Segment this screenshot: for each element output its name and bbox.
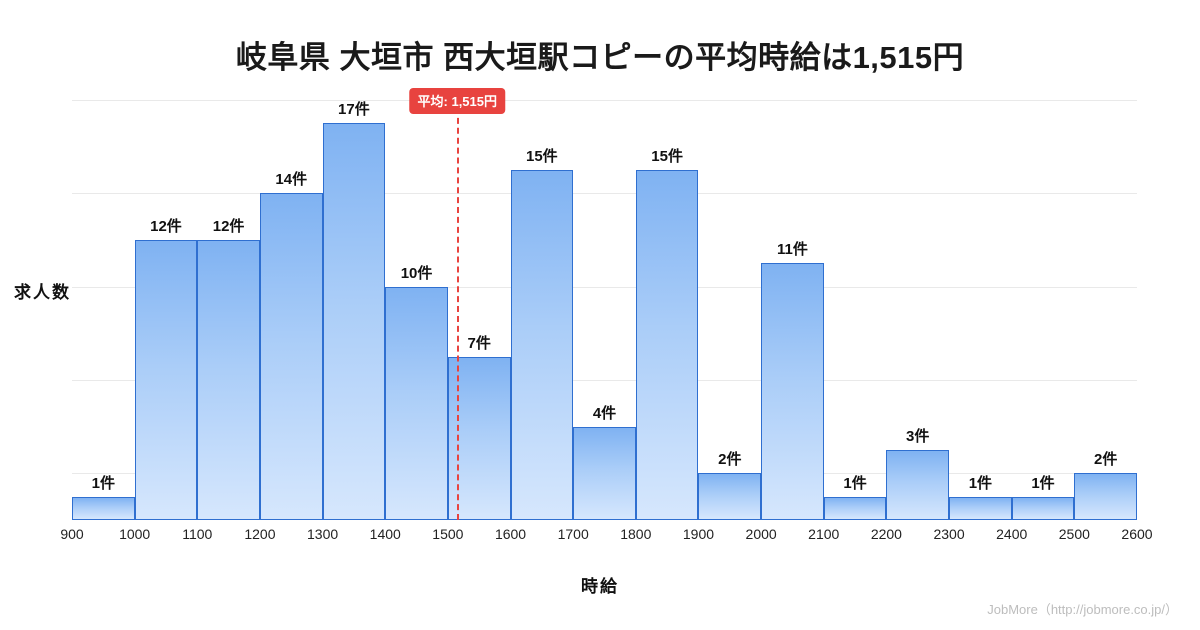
bar (949, 496, 1012, 520)
bar (134, 240, 198, 520)
x-tick-label: 2000 (745, 526, 777, 542)
bar-value-label: 2件 (718, 451, 742, 469)
x-tick-label: 2600 (1121, 526, 1153, 542)
bar (823, 496, 887, 520)
bar (510, 170, 574, 520)
bar (322, 123, 386, 520)
x-tick-label: 1800 (620, 526, 652, 542)
bar (385, 286, 448, 520)
bar-value-label: 1件 (968, 474, 993, 492)
x-tick-label: 1600 (494, 526, 527, 542)
average-line (457, 108, 460, 520)
bar-value-label: 3件 (906, 428, 930, 445)
gridline (72, 380, 1137, 381)
bar (573, 426, 636, 520)
bar-value-label: 15件 (525, 148, 558, 165)
bar-value-label: 14件 (275, 171, 308, 189)
bar-value-label: 2件 (1093, 451, 1118, 469)
bar (698, 473, 762, 520)
x-tick-label: 2500 (1058, 526, 1090, 542)
x-tick-label: 1900 (682, 526, 715, 542)
bar-value-label: 11件 (777, 241, 808, 259)
x-tick-label: 1700 (557, 526, 589, 542)
bar (197, 240, 260, 520)
bar-value-label: 17件 (338, 101, 370, 119)
bar (259, 193, 323, 520)
x-tick-label: 1300 (307, 526, 339, 542)
average-badge: 平均: 1,515円 (409, 88, 506, 114)
x-tick-label: 2200 (870, 526, 902, 542)
gridline (72, 193, 1137, 195)
x-tick-label: 1500 (432, 526, 464, 542)
gridline (72, 286, 1137, 288)
x-tick-label: 2300 (933, 526, 965, 542)
bar (761, 263, 824, 520)
bar (886, 450, 950, 520)
bar-value-label: 10件 (400, 264, 433, 282)
bar (635, 170, 699, 520)
y-axis-label: 求人数 (14, 283, 71, 302)
x-axis-label: 時給 (581, 577, 619, 596)
x-tick-label: 1400 (369, 526, 401, 542)
bar-value-label: 7件 (467, 334, 491, 352)
bar-value-label: 1件 (91, 474, 115, 492)
bar-series: 1件 12件 12件 14件 17件 10件 7件 15件 4件 15件 2件 11件 1件 3件 1件 1件… (72, 100, 1137, 520)
page-title: 岐阜県 大垣市 西大垣駅コピーの平均時給は1,515円 (235, 40, 965, 75)
bar-value-label: 12件 (212, 218, 245, 235)
x-tick-label: 900 (60, 526, 84, 542)
x-tick-label: 1200 (244, 526, 276, 542)
credit-text: JobMore（http://jobmore.co.jp/） (987, 602, 1178, 617)
x-tick-label: 2400 (996, 526, 1028, 542)
x-tick-label: 1000 (119, 526, 151, 542)
bar (1011, 496, 1075, 520)
plot-area: 1件 12件 12件 14件 17件 10件 7件 15件 4件 15件 2件 11件 1件 3件 1件 1件… (60, 88, 1153, 542)
bar-value-label: 12件 (150, 218, 182, 235)
gridline (72, 100, 1137, 101)
bar (72, 496, 135, 520)
x-tick-label: 2100 (808, 526, 840, 542)
x-tick-label: 1100 (182, 526, 213, 542)
bar-value-label: 1件 (843, 474, 867, 492)
bar-value-label: 4件 (592, 404, 617, 422)
bar-value-label: 1件 (1031, 474, 1055, 492)
bar-value-label: 15件 (651, 148, 683, 165)
bar (1074, 473, 1137, 520)
